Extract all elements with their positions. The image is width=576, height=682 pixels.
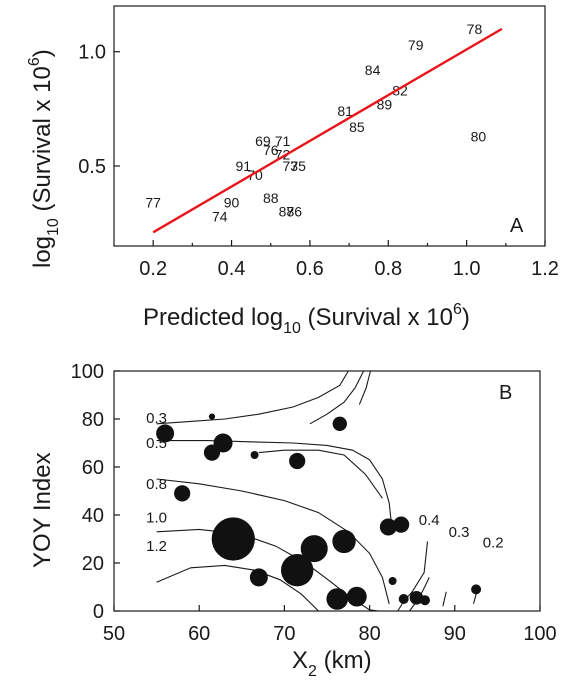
panel-b-y-tick-label: 20 — [82, 553, 104, 575]
bubble-point — [419, 595, 430, 606]
panel-b-y-tick-label: 100 — [71, 361, 104, 383]
panel-a-x-tick-label: 0.4 — [218, 258, 246, 280]
bubble-point — [326, 588, 349, 610]
panel-b-x-tick-label: 70 — [273, 623, 295, 645]
contour-label: 0.3 — [449, 524, 470, 541]
contour-line — [397, 541, 429, 612]
panel-a-x-tick-label: 0.2 — [139, 258, 167, 280]
panel-b-y-tick-label: 0 — [93, 601, 104, 623]
contour-label: 0.4 — [419, 512, 440, 529]
panel-a-y-tick-label: 1.0 — [78, 42, 106, 64]
contour-label: 0.8 — [146, 476, 167, 493]
point-label-69: 69 — [255, 133, 271, 149]
bubble-point — [379, 518, 397, 536]
panel-b-label: B — [499, 382, 512, 404]
bubble-point — [393, 516, 410, 533]
panel-a-x-tick-label: 1.0 — [453, 258, 481, 280]
bubble-point — [346, 586, 367, 607]
panel-b-x-axis-title: X2 (km) — [292, 647, 372, 680]
panel-b-contours: 0.30.50.81.01.20.40.30.2 — [146, 370, 504, 612]
panel-a-x-axis-title: Predicted log10 (Survival x 106) — [143, 301, 470, 337]
bubble-point — [471, 584, 482, 595]
point-label-77: 77 — [145, 195, 161, 211]
contour-line — [258, 449, 383, 499]
bubble-point — [398, 594, 409, 604]
bubble-point — [289, 452, 306, 470]
contour-label: 0.2 — [483, 535, 504, 552]
bubble-point — [332, 416, 347, 431]
point-label-74: 74 — [212, 208, 228, 224]
bubble-point — [300, 535, 328, 563]
panel-b-y-tick-label: 80 — [82, 409, 104, 431]
panel-b-y-axis-title: YOY Index — [29, 452, 56, 568]
bubble-point — [332, 529, 356, 554]
bubble-point — [213, 433, 233, 453]
panel-b-bubbles — [156, 413, 482, 610]
panel-b-plot-frame — [113, 370, 541, 612]
contour-label: 1.0 — [146, 509, 167, 526]
bubble-point — [211, 517, 255, 561]
point-label-84: 84 — [365, 62, 381, 78]
bubble-point — [174, 485, 191, 502]
panel-b-y-tick-label: 60 — [82, 457, 104, 479]
contour-line — [309, 370, 365, 425]
panel-b-x-tick-label: 80 — [358, 623, 380, 645]
bubble-point — [388, 577, 397, 585]
panel-a-plot-frame — [113, 5, 546, 247]
panel-b-x-tick-label: 50 — [103, 623, 125, 645]
bubble-point — [280, 554, 314, 587]
contour-line — [156, 478, 390, 604]
panel-a-x-tick-label: 1.2 — [531, 258, 559, 280]
panel-a-scatter: 0.2 0.4 0.6 0.8 1.0 1.20.51.0 787984828981858… — [26, 5, 559, 337]
contour-line — [442, 591, 447, 607]
point-label-79: 79 — [408, 37, 424, 53]
point-label-87: 87 — [279, 204, 295, 220]
panel-b-x-tick-label: 90 — [444, 623, 466, 645]
point-label-86: 86 — [286, 204, 302, 220]
panel-a-y-tick-label: 0.5 — [78, 156, 106, 178]
contour-line — [358, 370, 371, 405]
contour-line — [156, 440, 393, 528]
point-label-75: 75 — [290, 158, 306, 174]
contour-line — [156, 370, 349, 425]
panel-b-x-tick-label: 100 — [523, 623, 556, 645]
contour-label: 1.2 — [146, 538, 167, 555]
bubble-point — [250, 451, 259, 459]
point-label-80: 80 — [471, 128, 487, 144]
point-label-91: 91 — [236, 158, 252, 174]
point-label-88: 88 — [263, 190, 279, 206]
panel-a-regression-line — [152, 27, 503, 234]
panel-a-x-tick-label: 0.6 — [296, 258, 324, 280]
point-label-73: 73 — [283, 158, 299, 174]
point-label-78: 78 — [467, 21, 483, 37]
bubble-point — [208, 413, 216, 420]
bubble-point — [409, 591, 424, 605]
point-label-81: 81 — [337, 103, 353, 119]
panel-b-x-tick-label: 60 — [188, 623, 210, 645]
bubble-point — [156, 424, 175, 443]
point-label-71: 71 — [275, 133, 291, 149]
point-label-85: 85 — [349, 119, 365, 135]
panel-b-y-tick-label: 40 — [82, 505, 104, 527]
panel-a-label: A — [510, 215, 524, 237]
panel-b-ticks: 50 60 70 80 90 100 0 20 40 60 80 100 — [71, 361, 557, 645]
panel-a-y-axis-title: log10 (Survival x 106) — [26, 49, 62, 268]
point-label-76: 76 — [263, 142, 279, 158]
panel-a-ticks: 0.2 0.4 0.6 0.8 1.0 1.2 0.5 1.0 — [78, 42, 559, 280]
contour-label: 0.3 — [146, 410, 167, 427]
bubble-point — [249, 568, 268, 587]
panel-a-x-tick-label: 0.8 — [374, 258, 402, 280]
point-label-90: 90 — [224, 195, 240, 211]
